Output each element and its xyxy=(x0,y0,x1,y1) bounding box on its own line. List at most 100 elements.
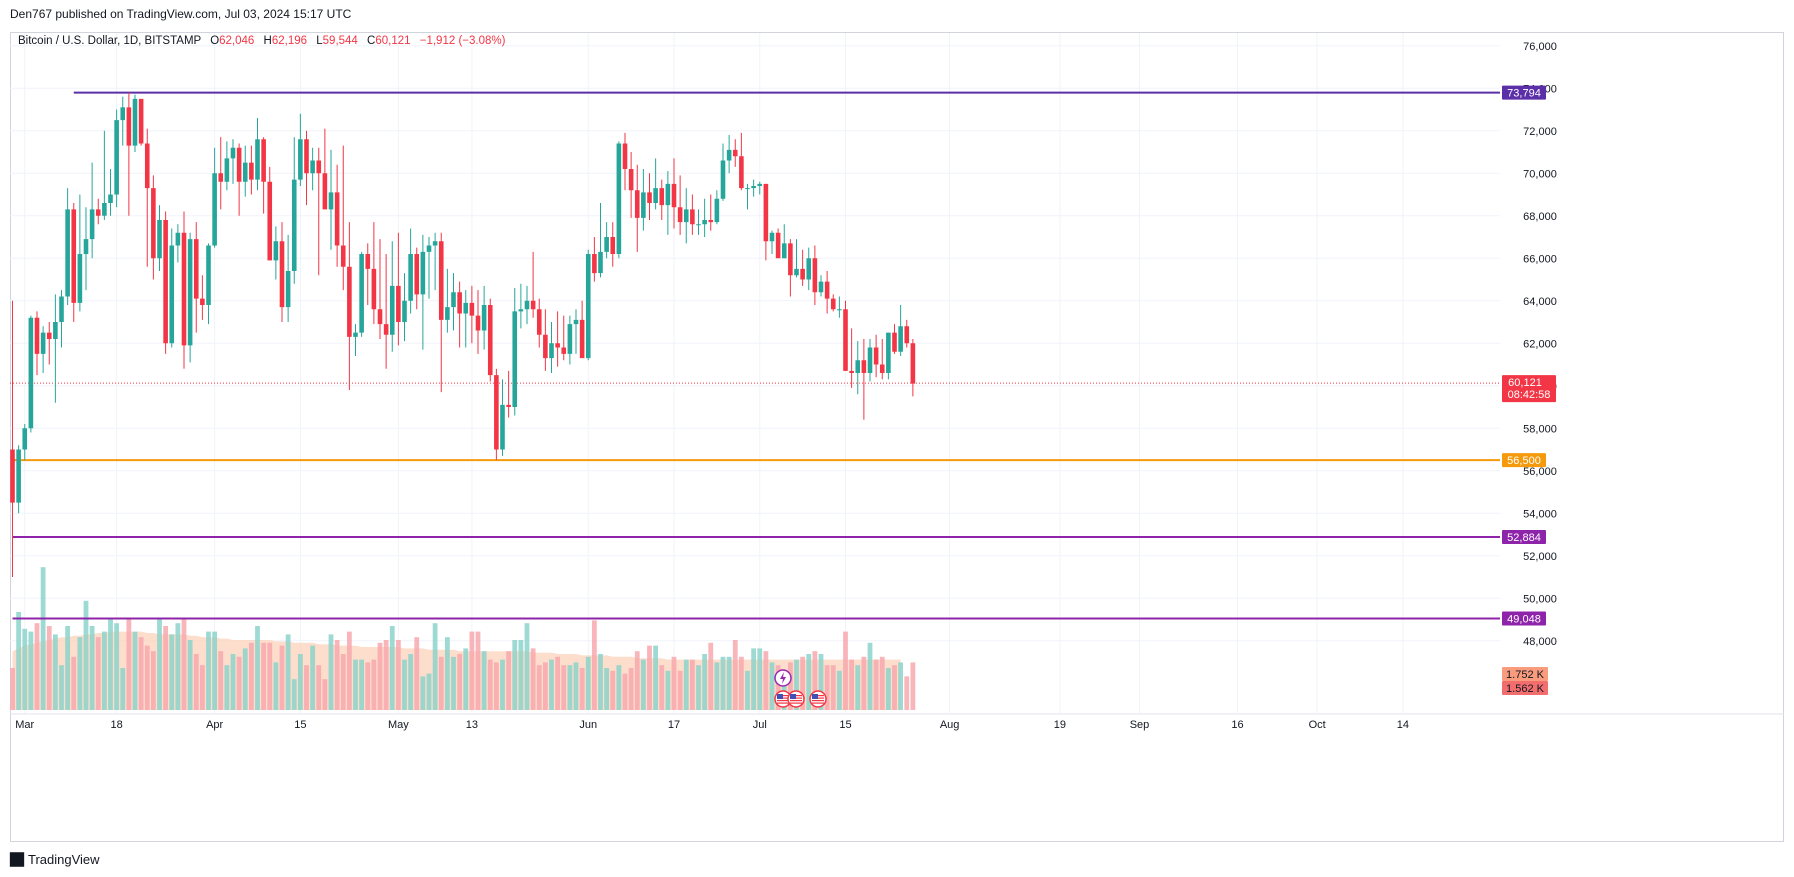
volume-bar xyxy=(353,659,358,710)
x-tick-label: May xyxy=(388,719,409,731)
candle-body xyxy=(414,254,420,295)
volume-bar xyxy=(567,665,573,710)
volume-bar xyxy=(22,628,28,710)
flag-stripe xyxy=(777,702,789,704)
candle-body xyxy=(65,209,70,297)
grid-lines xyxy=(10,33,1500,713)
volume-bar xyxy=(469,631,475,710)
volume-bar xyxy=(647,645,652,710)
candle-body xyxy=(95,209,101,216)
candle-body xyxy=(469,302,475,316)
volume-value-text: 1.562 K xyxy=(1506,683,1545,695)
us-flag-event-icon[interactable] xyxy=(809,690,827,708)
us-flag-event-icon[interactable] xyxy=(774,690,792,708)
volume-bar xyxy=(71,656,77,710)
volume-bar xyxy=(867,642,873,710)
candle-body xyxy=(175,232,181,246)
candle-body xyxy=(708,220,714,223)
volume-bar xyxy=(395,640,401,710)
candle-body xyxy=(481,305,487,331)
candle-body xyxy=(726,149,732,161)
volume-bar xyxy=(524,623,530,710)
y-tick-label: 50,000 xyxy=(1523,593,1557,605)
volume-bar xyxy=(444,637,450,710)
volume-bar xyxy=(52,634,58,710)
x-tick-label: Apr xyxy=(206,719,223,731)
candle-body xyxy=(353,332,358,337)
candle-body xyxy=(132,98,138,146)
volume-bar xyxy=(359,659,365,710)
candle-body xyxy=(622,143,628,169)
x-tick-label: Oct xyxy=(1309,719,1326,731)
candle-body xyxy=(114,120,119,195)
candle-body xyxy=(310,160,315,174)
chart-legend: Bitcoin / U.S. Dollar, 1D, BITSTAMP O62,… xyxy=(18,35,505,47)
candle-body xyxy=(904,326,910,344)
volume-bar xyxy=(898,662,904,710)
volume-bar xyxy=(861,656,867,710)
candle-body xyxy=(732,149,738,157)
candle-body xyxy=(218,173,224,182)
candle-body xyxy=(426,245,432,252)
legend-open-value: 62,046 xyxy=(219,35,255,47)
volume-bar xyxy=(328,634,334,710)
flag-stripe xyxy=(790,700,802,702)
volume-bar xyxy=(598,654,603,710)
volume-bar xyxy=(181,617,187,710)
candle-body xyxy=(524,300,530,310)
volume-bar xyxy=(383,640,389,710)
volume-bar xyxy=(463,648,469,710)
candle-body xyxy=(910,343,916,384)
volume-bar xyxy=(365,662,371,710)
volume-bar xyxy=(40,567,46,710)
footer-brand-text: TradingView xyxy=(28,852,100,867)
volume-bar xyxy=(738,656,744,710)
volume-bar xyxy=(346,631,352,710)
candle-body xyxy=(824,281,830,299)
candle-body xyxy=(500,404,505,450)
volume-bar xyxy=(683,659,689,710)
volume-bar xyxy=(555,656,561,710)
candle-body xyxy=(402,300,407,322)
legend-close-label: C xyxy=(367,35,376,47)
candle-body xyxy=(457,292,462,314)
candle-body xyxy=(518,309,524,312)
x-tick-label: Jun xyxy=(579,719,597,731)
candle-body xyxy=(120,107,126,121)
candle-body xyxy=(316,160,322,174)
candle-body xyxy=(634,190,640,218)
candle-body xyxy=(89,209,95,240)
candle-body xyxy=(224,158,230,182)
candle-body xyxy=(628,169,634,191)
candle-body xyxy=(377,309,383,325)
flag-canton xyxy=(812,694,818,699)
volume-bar xyxy=(855,665,861,710)
volume-bar xyxy=(720,656,726,710)
volume-bar xyxy=(830,665,836,710)
volume-bar xyxy=(493,662,499,710)
chart-frame xyxy=(10,32,1784,842)
candle-body xyxy=(604,237,609,252)
volume-bar xyxy=(273,662,279,710)
lightning-event-icon[interactable] xyxy=(774,669,792,687)
footer-brand: ⬛︎ TradingView xyxy=(10,851,100,868)
candle-body xyxy=(144,143,150,189)
volume-bar xyxy=(144,645,150,710)
volume-bar xyxy=(83,600,89,710)
candle-body xyxy=(77,254,83,303)
volume-bar xyxy=(120,668,126,710)
volume-bar xyxy=(659,665,665,710)
legend-high-label: H xyxy=(263,35,272,47)
volume-bar xyxy=(426,673,432,710)
candle-body xyxy=(230,147,236,159)
volume-bar xyxy=(206,631,211,710)
us-flag-event-icon[interactable] xyxy=(787,690,805,708)
price-label-box xyxy=(1502,611,1546,626)
volume-bar xyxy=(169,634,175,710)
volume-bar xyxy=(95,637,101,710)
volume-bar xyxy=(604,668,610,710)
volume-bar xyxy=(787,662,793,710)
candle-body xyxy=(775,232,781,259)
candle-body xyxy=(151,188,156,259)
